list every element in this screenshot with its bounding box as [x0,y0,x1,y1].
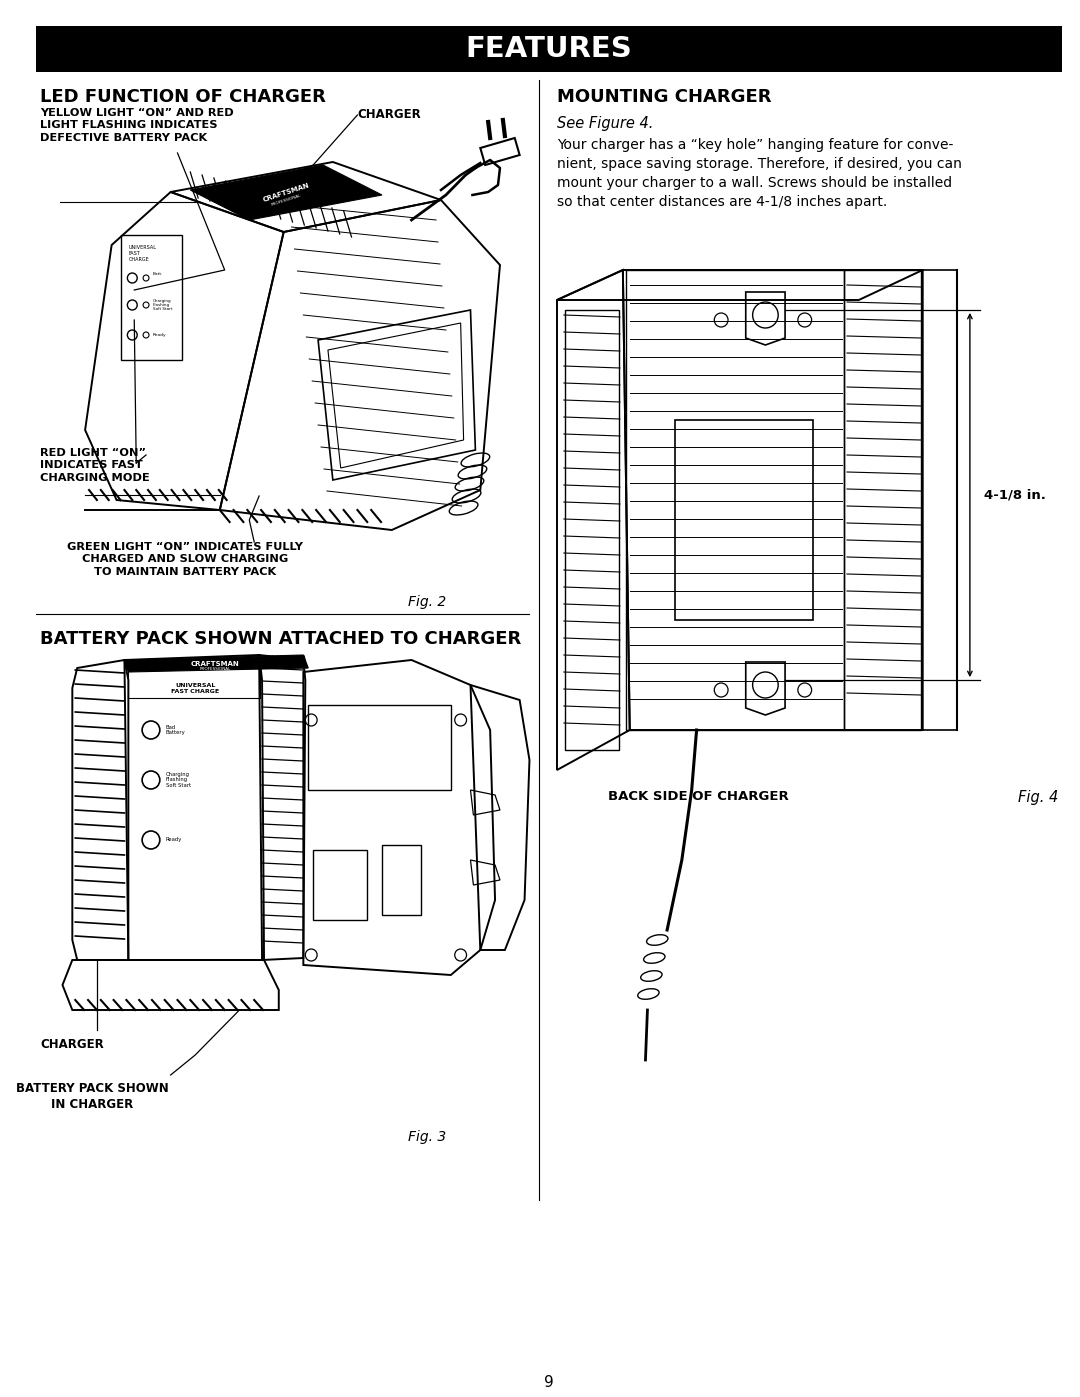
Text: LED FUNCTION OF CHARGER: LED FUNCTION OF CHARGER [40,88,326,106]
Bar [308,705,450,789]
Text: Charging
Flashing
Soft Start: Charging Flashing Soft Start [165,773,191,788]
Text: BATTERY PACK SHOWN
IN CHARGER: BATTERY PACK SHOWN IN CHARGER [15,1083,168,1111]
Polygon shape [481,138,519,165]
Bar [121,235,183,360]
Text: CHARGER: CHARGER [357,108,421,122]
Text: RED LIGHT “ON”
INDICATES FAST
CHARGING MODE: RED LIGHT “ON” INDICATES FAST CHARGING M… [40,448,150,483]
Text: GREEN LIGHT “ON” INDICATES FULLY
CHARGED AND SLOW CHARGING
TO MAINTAIN BATTERY P: GREEN LIGHT “ON” INDICATES FULLY CHARGED… [67,542,303,577]
Text: UNIVERSAL
FAST
CHARGE: UNIVERSAL FAST CHARGE [129,244,157,261]
Circle shape [143,721,160,739]
Text: Bad
Battery: Bad Battery [165,725,186,735]
Bar [845,270,921,731]
Bar [565,310,619,750]
Text: See Figure 4.: See Figure 4. [557,116,653,131]
Polygon shape [190,165,382,219]
Circle shape [143,771,160,789]
Text: CHARGER: CHARGER [40,1038,104,1051]
Circle shape [127,330,137,339]
Text: BACK SIDE OF CHARGER: BACK SIDE OF CHARGER [608,789,788,803]
Text: Ready: Ready [153,332,166,337]
Text: PROFESSIONAL: PROFESSIONAL [271,193,302,207]
Text: CRAFTSMAN: CRAFTSMAN [262,183,311,204]
Text: Fig. 4: Fig. 4 [1018,789,1058,805]
Text: 4-1/8 in.: 4-1/8 in. [984,489,1045,502]
Bar [313,849,367,921]
Text: Charging
Flashing
Soft Start: Charging Flashing Soft Start [153,299,173,312]
Bar [382,845,421,915]
Text: PROFESSIONAL: PROFESSIONAL [199,666,230,671]
Text: Ready: Ready [165,837,183,842]
Circle shape [143,831,160,849]
Text: FEATURES: FEATURES [465,35,633,63]
Text: Fig. 2: Fig. 2 [407,595,446,609]
Text: Fig. 3: Fig. 3 [407,1130,446,1144]
Text: MOUNTING CHARGER: MOUNTING CHARGER [557,88,771,106]
Bar [36,27,1063,73]
Text: Your charger has a “key hole” hanging feature for conve-
nient, space saving sto: Your charger has a “key hole” hanging fe… [557,138,962,208]
Circle shape [127,272,137,284]
Text: UNIVERSAL
FAST CHARGE: UNIVERSAL FAST CHARGE [171,683,219,694]
Bar [675,420,812,620]
Text: 9: 9 [544,1375,554,1390]
Text: BATTERY PACK SHOWN ATTACHED TO CHARGER: BATTERY PACK SHOWN ATTACHED TO CHARGER [40,630,522,648]
Bar [129,668,260,698]
Polygon shape [124,655,308,672]
Text: CRAFTSMAN: CRAFTSMAN [190,661,240,666]
Text: Batt.: Batt. [153,272,163,277]
Circle shape [127,300,137,310]
Text: YELLOW LIGHT “ON” AND RED
LIGHT FLASHING INDICATES
DEFECTIVE BATTERY PACK: YELLOW LIGHT “ON” AND RED LIGHT FLASHING… [40,108,233,142]
Bar [625,270,845,731]
